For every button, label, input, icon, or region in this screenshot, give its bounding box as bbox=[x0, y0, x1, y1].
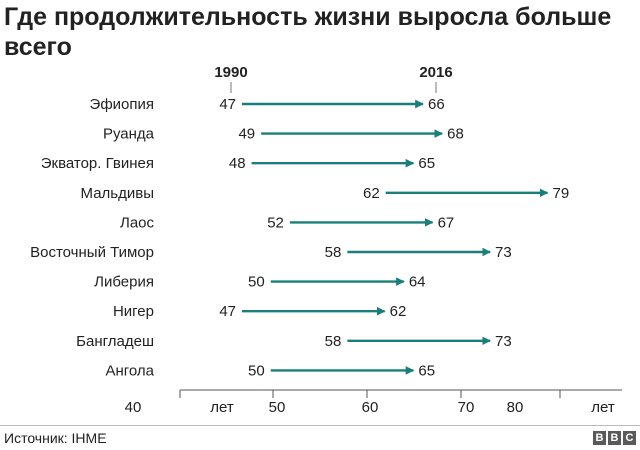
end-value-label: 65 bbox=[418, 362, 435, 379]
chart-title: Где продолжительность жизни выросла боль… bbox=[4, 3, 612, 61]
logo-letter-b2: B bbox=[608, 431, 621, 445]
x-axis-label: 50 bbox=[269, 399, 286, 416]
end-value-label: 79 bbox=[553, 185, 570, 202]
end-value-label: 73 bbox=[495, 333, 512, 350]
footer-divider bbox=[0, 425, 640, 426]
end-value-label: 64 bbox=[409, 274, 426, 291]
x-axis-label: 60 bbox=[362, 399, 379, 416]
x-axis-label: 70 bbox=[458, 399, 475, 416]
x-axis-label: 40 bbox=[125, 399, 142, 416]
x-axis-label: лет bbox=[210, 399, 234, 416]
source-note: Источник: IHME bbox=[4, 430, 107, 446]
category-label: Ангола bbox=[105, 362, 154, 379]
x-axis-label: 80 bbox=[507, 399, 524, 416]
start-value-label: 49 bbox=[238, 126, 255, 143]
start-value-label: 47 bbox=[219, 96, 236, 113]
category-label: Восточный Тимор bbox=[30, 244, 154, 261]
chart-row: Мальдивы 62 79 bbox=[81, 185, 570, 202]
chart-row: Либерия 50 64 bbox=[94, 274, 425, 291]
logo-letter-c: C bbox=[623, 431, 636, 445]
end-value-label: 67 bbox=[438, 214, 455, 231]
end-value-label: 73 bbox=[495, 244, 512, 261]
category-label: Мальдивы bbox=[81, 185, 154, 202]
start-value-label: 62 bbox=[363, 185, 380, 202]
chart-row: Руанда 49 68 bbox=[103, 126, 464, 143]
chart: 1990 2016 Эфиопия 47 66 Руанда 49 68 Экватор. Г… bbox=[30, 64, 622, 416]
chart-row: Лаос 52 67 bbox=[120, 214, 454, 231]
chart-row: Эфиопия 47 66 bbox=[90, 96, 445, 113]
end-value-label: 66 bbox=[428, 96, 445, 113]
end-value-label: 65 bbox=[418, 155, 435, 172]
chart-row: Ангола 50 65 bbox=[105, 362, 435, 379]
legend-label-start: 1990 bbox=[214, 64, 247, 81]
start-value-label: 58 bbox=[325, 244, 342, 261]
legend-label-end: 2016 bbox=[419, 64, 452, 81]
start-value-label: 48 bbox=[229, 155, 246, 172]
bbc-logo: B B C bbox=[593, 431, 636, 445]
category-label: Нигер bbox=[113, 303, 154, 320]
start-value-label: 52 bbox=[267, 214, 284, 231]
logo-letter-b1: B bbox=[593, 431, 606, 445]
start-value-label: 50 bbox=[248, 274, 265, 291]
start-value-label: 47 bbox=[219, 303, 236, 320]
end-value-label: 68 bbox=[447, 126, 464, 143]
category-label: Руанда bbox=[103, 126, 155, 143]
x-axis-label: лет bbox=[591, 399, 615, 416]
category-label: Эфиопия bbox=[90, 96, 154, 113]
category-label: Либерия bbox=[94, 274, 154, 291]
end-value-label: 62 bbox=[390, 303, 407, 320]
chart-row: Экватор. Гвинея 48 65 bbox=[41, 155, 435, 172]
category-label: Экватор. Гвинея bbox=[41, 155, 154, 172]
chart-row: Нигер 47 62 bbox=[113, 303, 406, 320]
start-value-label: 50 bbox=[248, 362, 265, 379]
start-value-label: 58 bbox=[325, 333, 342, 350]
chart-row: Восточный Тимор 58 73 bbox=[30, 244, 512, 261]
category-label: Лаос bbox=[120, 214, 155, 231]
category-label: Бангладеш bbox=[76, 333, 154, 350]
chart-row: Бангладеш 58 73 bbox=[76, 333, 512, 350]
